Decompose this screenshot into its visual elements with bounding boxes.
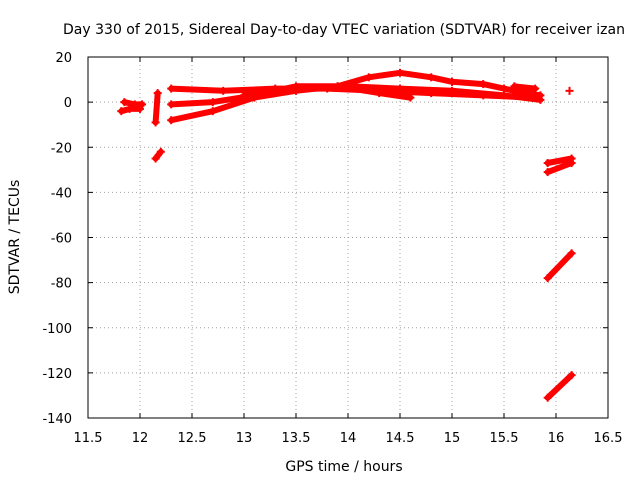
data-point: [406, 93, 415, 102]
series-arc-o: [543, 371, 576, 402]
data-point: [427, 73, 436, 82]
series-arc-b: [120, 98, 147, 109]
data-point: [167, 116, 176, 125]
data-point: [536, 91, 545, 100]
series-arc-c: [151, 147, 165, 163]
y-tick-label: -80: [51, 277, 72, 292]
x-tick-label: 13: [236, 431, 253, 446]
x-tick-label: 14.5: [386, 431, 415, 446]
series-trace: [544, 372, 575, 401]
data-point: [567, 371, 576, 380]
series-arc-j: [510, 82, 540, 93]
data-point: [138, 100, 147, 109]
data-point: [500, 84, 508, 93]
series-trace: [152, 90, 161, 126]
data-point: [156, 147, 165, 156]
x-tick-label: 12.5: [178, 431, 207, 446]
data-point: [292, 84, 300, 93]
series-arc-h: [240, 82, 545, 104]
y-tick-label: 20: [55, 51, 72, 66]
data-point: [531, 84, 540, 93]
y-tick-label: -20: [51, 141, 72, 156]
data-point: [151, 118, 160, 127]
data-point: [543, 274, 552, 283]
y-tick-label: 0: [64, 96, 72, 111]
x-tick-label: 16.5: [594, 431, 623, 446]
series-arc-n: [543, 249, 576, 283]
x-tick-label: 15: [444, 431, 461, 446]
y-tick-label: -140: [42, 412, 72, 427]
data-point: [167, 100, 176, 109]
data-point: [567, 249, 576, 258]
data-point: [208, 98, 217, 107]
data-point: [344, 82, 352, 91]
data-point: [151, 154, 160, 163]
data-point: [396, 68, 404, 77]
x-tick-label: 13.5: [282, 431, 311, 446]
x-axis-label: GPS time / hours: [285, 459, 402, 475]
data-point: [565, 86, 574, 95]
data-layer: [117, 68, 576, 402]
y-tick-label: -100: [42, 322, 72, 337]
data-point: [208, 107, 217, 116]
series-trace: [544, 160, 575, 176]
data-point: [448, 86, 456, 95]
grid-layer: [88, 57, 608, 418]
data-point: [543, 159, 552, 168]
x-tick-label: 12: [132, 431, 149, 446]
series-arc-k: [565, 86, 574, 95]
x-tick-label: 15.5: [490, 431, 519, 446]
data-point: [479, 80, 488, 89]
x-tick-label: 11.5: [74, 431, 103, 446]
data-point: [543, 168, 552, 177]
data-point: [240, 91, 248, 100]
data-point: [117, 107, 126, 116]
data-point: [364, 73, 373, 82]
data-point: [448, 77, 456, 86]
data-point: [500, 91, 508, 100]
data-point: [130, 100, 139, 109]
data-point: [167, 84, 176, 93]
tick-layer: 11.5 12 12.5 13 13.5 14 14.5 15 15.5 16 16.5 20 0 -20…: [42, 51, 622, 446]
y-axis-label: SDTVAR / TECUs: [7, 180, 23, 295]
x-tick-label: 16: [548, 431, 565, 446]
series-trace: [544, 250, 575, 282]
data-point: [120, 98, 129, 107]
series-arc-m: [543, 159, 576, 177]
data-point: [153, 89, 162, 98]
y-tick-label: -40: [51, 186, 72, 201]
data-point: [396, 84, 404, 93]
data-point: [543, 393, 552, 402]
x-tick-label: 14: [340, 431, 357, 446]
y-tick-label: -60: [51, 232, 72, 247]
data-point: [567, 159, 576, 168]
y-tick-label: -120: [42, 367, 72, 382]
data-point: [219, 86, 228, 95]
series-arc-d: [151, 89, 162, 127]
data-point: [510, 82, 519, 91]
chart-title: Day 330 of 2015, Sidereal Day-to-day VTE…: [63, 22, 625, 38]
